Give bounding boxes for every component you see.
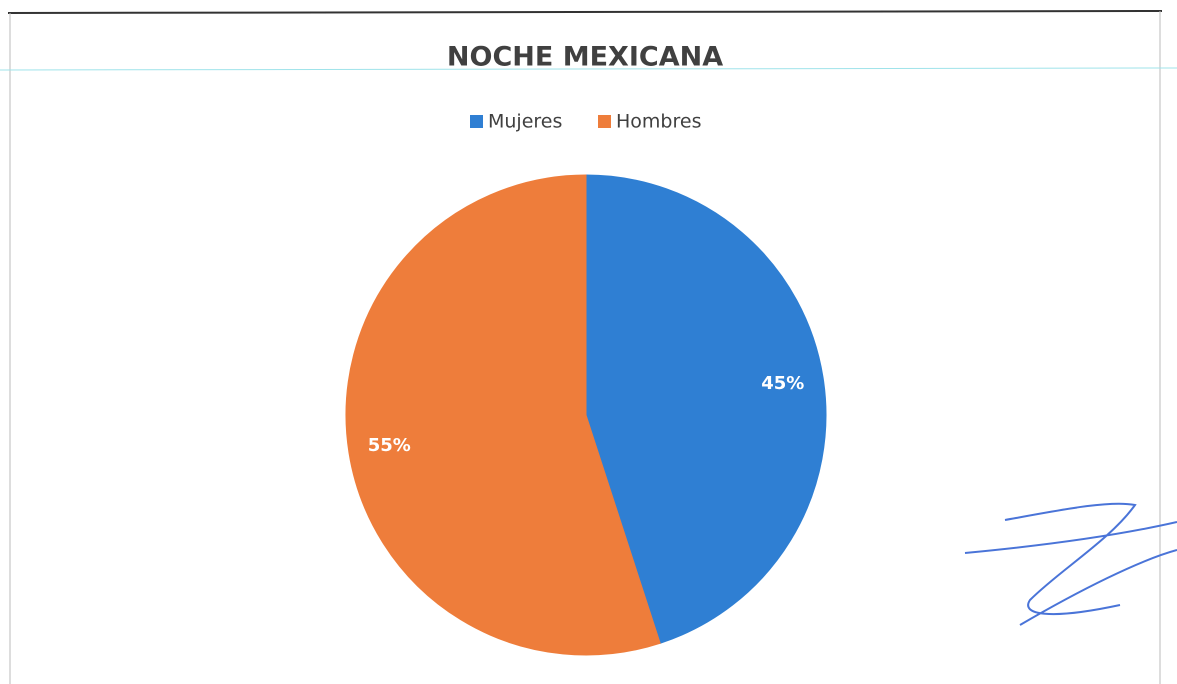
scan-line	[0, 67, 1177, 71]
frame-top	[7, 10, 1163, 14]
legend-swatch	[470, 115, 483, 128]
legend-label: Hombres	[616, 111, 701, 133]
value-labels: 45% 55%	[368, 373, 805, 456]
legend-swatch	[598, 115, 611, 128]
chart-title: NOCHE MEXICANA	[447, 42, 723, 73]
value-label: 55%	[368, 435, 411, 456]
pie	[345, 174, 827, 656]
legend: Mujeres Hombres	[470, 111, 701, 133]
value-label: 45%	[761, 373, 804, 394]
legend-label: Mujeres	[488, 111, 562, 133]
pie-slice	[345, 174, 661, 656]
signature	[964, 502, 1177, 626]
pie-slice	[585, 174, 827, 644]
